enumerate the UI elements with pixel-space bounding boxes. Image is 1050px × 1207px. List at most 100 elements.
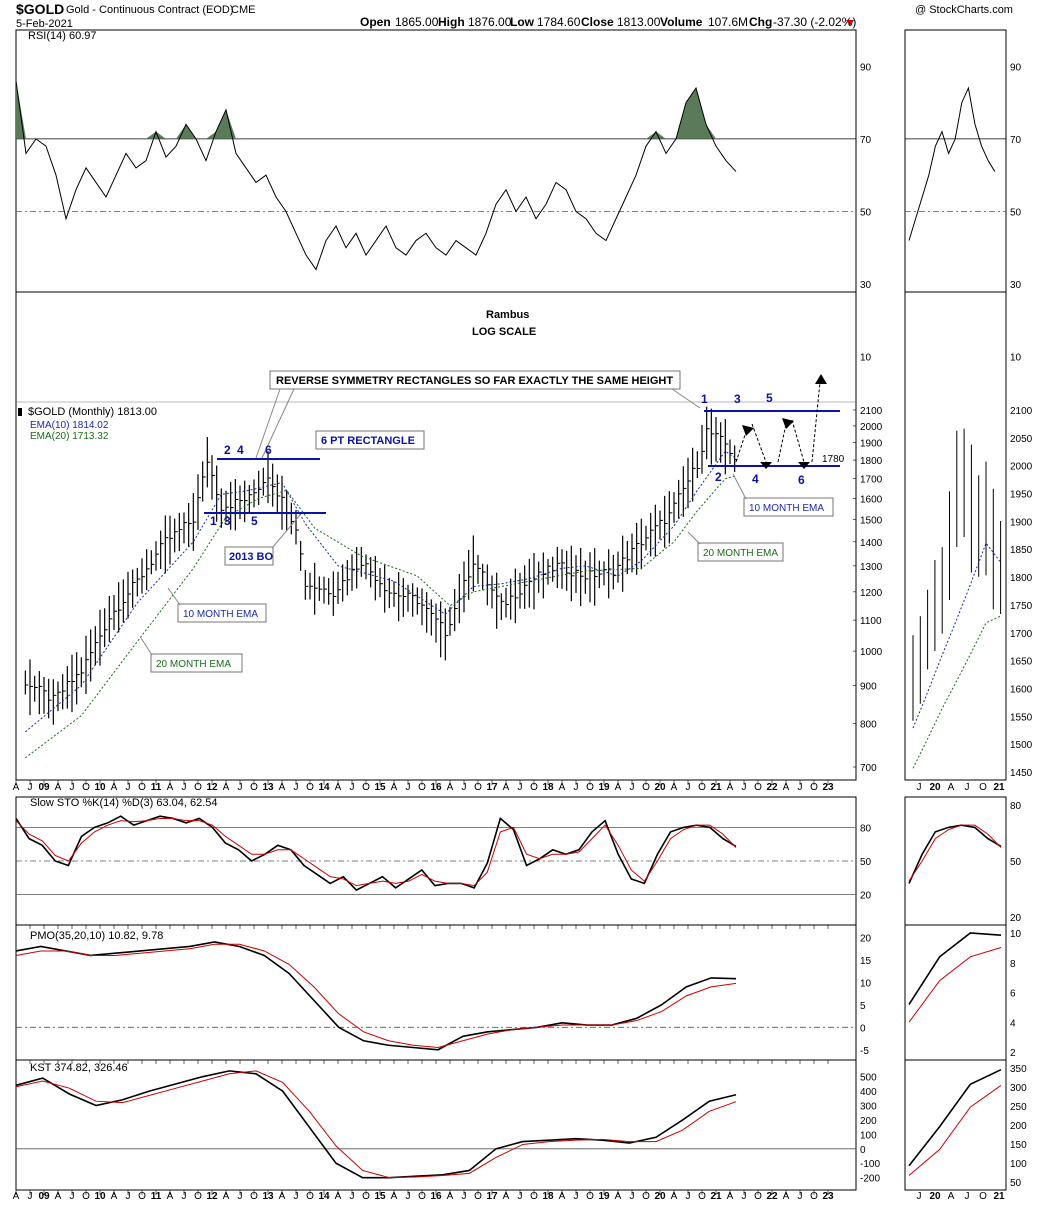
pmo-series-line	[15, 943, 737, 1049]
x-tick-label: A	[223, 782, 230, 793]
x-tick-label: O	[810, 782, 818, 793]
x-tick-label: A	[391, 1191, 398, 1202]
projection-path	[735, 381, 821, 463]
arrow-down-icon	[760, 462, 772, 469]
x-tick-label: J	[406, 1191, 411, 1202]
sto-y-tick: 50	[860, 857, 872, 868]
mini-x-tick-label: J	[965, 782, 970, 793]
symbol-label: $GOLD	[16, 1, 64, 17]
x-tick-label: A	[13, 782, 20, 793]
x-tick-label: A	[55, 1191, 62, 1202]
ema20-box-left-label: 20 MONTH EMA	[156, 659, 231, 670]
x-tick-label: 18	[542, 1191, 554, 1202]
headline-text: REVERSE SYMMETRY RECTANGLES SO FAR EXACT…	[276, 375, 673, 387]
mini-pmo-y-tick: 4	[1010, 1018, 1016, 1029]
mini-x-tick-label: A	[948, 1191, 955, 1202]
mini-x-tick-label: J	[965, 1191, 970, 1202]
x-tick-label: J	[462, 782, 467, 793]
x-tick-label: 22	[766, 782, 778, 793]
x-tick-label: J	[126, 782, 131, 793]
right-top-point: 3	[734, 392, 741, 406]
price-y-tick: 1800	[860, 456, 883, 467]
x-tick-label: A	[783, 782, 790, 793]
left-top-point: 6	[265, 443, 272, 457]
ema10-box-right	[743, 497, 834, 517]
panel-frames: AAJJ0909AAJJOO1010AAJJOO1111AAJJOO1212AA…	[13, 29, 1007, 1202]
mini-price-y-tick: 1850	[1010, 545, 1033, 556]
x-tick-label: A	[279, 782, 286, 793]
mini-pmo-y-tick: 8	[1010, 959, 1016, 970]
arrow-down-icon	[798, 462, 810, 469]
mini-price-y-tick: 1650	[1010, 657, 1033, 668]
x-tick-label: A	[503, 782, 510, 793]
price-panel: 700 800 900 1000 1100 1200 1300 1400 1500 1600 170…	[18, 406, 883, 774]
ema20-pointer-right	[687, 531, 701, 545]
headline-box	[269, 370, 681, 390]
right-bottom-point: 6	[798, 473, 805, 487]
mini-price-y-tick: 1900	[1010, 517, 1033, 528]
x-tick-label: J	[686, 782, 691, 793]
x-tick-label: A	[615, 1191, 622, 1202]
x-tick-label: 22	[766, 1191, 778, 1202]
x-tick-label: A	[167, 1191, 174, 1202]
close-label: Close	[581, 15, 614, 29]
low-label: Low	[510, 15, 535, 29]
price-y-tick: 1700	[860, 475, 883, 486]
x-tick-label: 18	[542, 782, 554, 793]
bo-box-label: 2013 BO	[229, 551, 273, 563]
x-tick-label: O	[586, 782, 594, 793]
ema20-box-right	[697, 542, 784, 562]
mini-kst-y-tick: 50	[1010, 1178, 1022, 1189]
x-tick-label: 23	[822, 782, 834, 793]
kst-y-tick: 100	[860, 1130, 877, 1141]
mini-kst-y-tick: 250	[1010, 1102, 1027, 1113]
mini-rsi-y-tick: 90	[1010, 62, 1022, 73]
price-y-tick: 2100	[860, 406, 883, 417]
panel-titles: RSI(14) 60.97 $GOLD (Monthly) 1813.00 EM…	[28, 30, 218, 1074]
x-tick-label: J	[350, 1191, 355, 1202]
x-tick-label: A	[671, 782, 678, 793]
x-tick-label: 20	[654, 1191, 666, 1202]
price-y-tick: 2000	[860, 422, 883, 433]
left-top-point: 4	[237, 443, 244, 457]
x-tick-label: J	[294, 782, 299, 793]
mini-rsi-frame	[904, 29, 1007, 781]
mini-kst-y-tick: 100	[1010, 1159, 1027, 1170]
x-tick-label: A	[503, 1191, 510, 1202]
mini-rsi-y-tick: 10	[1010, 353, 1022, 364]
ema10-box-left	[177, 603, 267, 623]
x-tick-label: O	[82, 782, 90, 793]
kst-y-tick: -100	[860, 1159, 880, 1170]
ema20-legend: EMA(20) 1713.32	[30, 431, 109, 442]
x-tick-label: O	[810, 1191, 818, 1202]
sto-series-line	[15, 815, 737, 892]
x-tick-label: 10	[94, 782, 106, 793]
mini-kst-y-tick: 150	[1010, 1140, 1027, 1151]
x-tick-label: 19	[598, 782, 610, 793]
mini-price-y-tick: 1700	[1010, 629, 1033, 640]
mini-sto-line	[908, 824, 1002, 882]
x-tick-label: J	[742, 782, 747, 793]
mini-x-tick-label: 20	[929, 1191, 941, 1202]
x-tick-label: J	[238, 1191, 243, 1202]
x-tick-label: A	[13, 1191, 20, 1202]
x-tick-label: 14	[318, 782, 330, 793]
reversal-points: 2 4 6 1 3 5 1 3 5 2 4 6	[210, 391, 805, 528]
x-tick-label: O	[698, 1191, 706, 1202]
x-tick-label: O	[530, 782, 538, 793]
mini-pmo-y-tick: 10	[1010, 929, 1022, 940]
x-tick-label: 10	[94, 1191, 106, 1202]
x-tick-label: J	[686, 1191, 691, 1202]
sto-y-tick: 20	[860, 891, 872, 902]
ema10-box-right-label: 10 MONTH EMA	[749, 503, 824, 514]
mini-rsi-y-tick: 30	[1010, 280, 1022, 291]
x-tick-label: A	[55, 782, 62, 793]
date-label: 5-Feb-2021	[16, 18, 73, 30]
x-tick-label: O	[250, 1191, 258, 1202]
main-pmo-frame	[15, 924, 857, 1061]
mini-x-tick-label: O	[979, 1191, 987, 1202]
mini-kst-line	[908, 1085, 1002, 1176]
x-tick-label: J	[126, 1191, 131, 1202]
kst-y-tick: 500	[860, 1073, 877, 1084]
x-tick-label: 11	[151, 782, 162, 793]
